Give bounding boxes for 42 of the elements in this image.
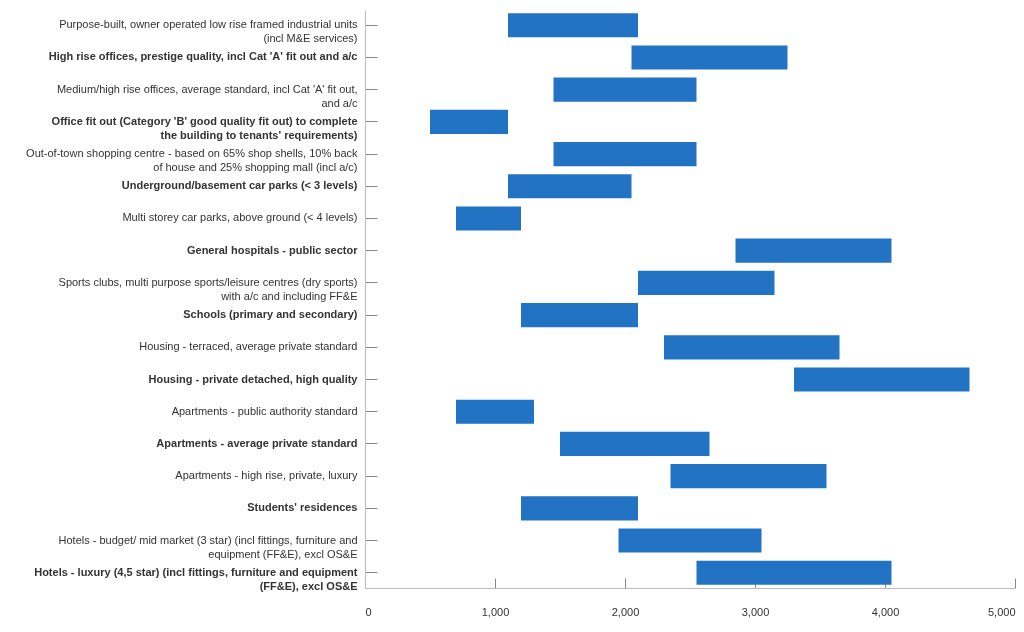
bar <box>456 206 521 231</box>
bar <box>670 464 827 489</box>
bar <box>553 142 697 167</box>
x-tick-label: 4,000 <box>871 605 900 618</box>
bar <box>456 399 534 424</box>
bar <box>735 238 892 263</box>
bar <box>430 109 508 134</box>
x-tick-label: 2,000 <box>611 605 640 618</box>
y-tick-label: Students' residences <box>247 501 358 514</box>
y-tick-label: Schools (primary and secondary) <box>183 308 358 321</box>
bar <box>508 13 638 38</box>
y-tick-label: Hotels - budget/ mid market (3 star) (incl fittings, furniture and equipment (FF&E), excl OS&E <box>58 533 358 560</box>
y-tick-label: Apartments - public authority standard <box>171 404 358 417</box>
y-tick-label: High rise offices, prestige quality, incl Cat 'A' fit out and a/c <box>48 50 358 63</box>
y-tick-label: Out-of-town shopping centre - based on 65% shop shells, 10% back of house and 25% shopping mall (incl a/c) <box>26 147 358 174</box>
y-tick-label: Hotels - luxury (4,5 star) (incl fittings, furniture and equipment (FF&E), excl OS&E <box>34 565 358 592</box>
y-tick-label: Multi storey car parks, above ground (< 4 levels) <box>122 211 358 224</box>
y-tick-label: Medium/high rise offices, average standard, incl Cat 'A' fit out, and a/c <box>56 82 358 109</box>
x-tick-label: 0 <box>365 605 372 618</box>
y-tick-label: Apartments - average private standard <box>156 436 358 449</box>
bar <box>618 528 762 553</box>
x-tick-label: 3,000 <box>741 605 770 618</box>
y-tick-label: Sports clubs, multi purpose sports/leisure centres (dry sports) with a/c and including FF&E <box>58 275 358 302</box>
bar <box>553 77 697 102</box>
y-tick-label: General hospitals - public sector <box>186 243 359 256</box>
bar <box>508 174 632 199</box>
x-tick-label: 5,000 <box>987 605 1016 618</box>
bar <box>664 335 840 360</box>
y-tick-label: Office fit out (Category 'B' good quality fit out) to complete the building to tenants' requirements) <box>51 114 358 141</box>
y-tick-label: Apartments - high rise, private, luxury <box>175 469 358 482</box>
bar <box>560 431 710 456</box>
x-tick-label: 1,000 <box>481 605 510 618</box>
y-tick-label: Housing - terraced, average private standard <box>139 340 358 353</box>
bar <box>521 496 638 521</box>
bar <box>696 560 892 585</box>
bar <box>794 367 970 392</box>
bar <box>521 303 638 328</box>
y-tick-label: Housing - private detached, high quality <box>148 372 359 385</box>
bar <box>638 270 775 295</box>
bar <box>631 45 788 70</box>
y-tick-label: Purpose-built, owner operated low rise framed industrial units (incl M&E services) <box>59 18 358 45</box>
y-tick-label: Underground/basement car parks (< 3 levels) <box>121 179 358 192</box>
